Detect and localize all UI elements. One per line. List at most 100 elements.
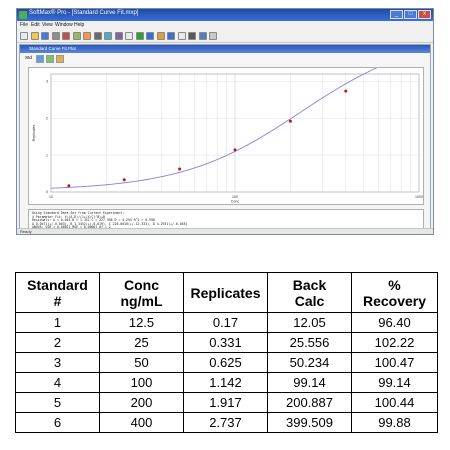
new-icon[interactable] xyxy=(20,32,28,40)
table-row: 1 12.5 0.17 12.05 96.40 xyxy=(15,312,438,333)
x-tick-label: 1000 xyxy=(415,195,423,199)
table-cell: 12.05 xyxy=(267,312,352,333)
column-header: Replicates xyxy=(183,272,268,313)
menu-file[interactable]: File xyxy=(20,22,29,28)
table-cell: 5 xyxy=(15,392,100,413)
table-cell: 1 xyxy=(15,312,100,333)
table-cell: 6 xyxy=(15,412,100,433)
table-cell: 200.887 xyxy=(267,392,352,413)
close-doc-icon[interactable] xyxy=(209,32,217,40)
table-cell: 99.88 xyxy=(351,412,438,433)
table-cell: 400 xyxy=(99,412,184,433)
fit-result-line-4: A 0.0471(+/-0.003), B 1.3452(+/-0.019), … xyxy=(32,221,188,226)
table-cell: 100.47 xyxy=(351,352,438,373)
chart-icon[interactable] xyxy=(104,32,112,40)
table-cell: 100.44 xyxy=(351,392,438,413)
close-button[interactable]: x xyxy=(418,10,431,19)
table-header-row: Standard # Conc ng/mL Replicates Back Calc% Rec… xyxy=(15,272,438,313)
table-row: 3 50 0.625 50.234 100.47 xyxy=(15,352,438,373)
save-icon[interactable] xyxy=(41,32,49,40)
status-bar: Ready xyxy=(17,228,433,234)
data-point xyxy=(122,178,126,182)
maximize-button[interactable]: □ xyxy=(404,10,417,19)
main-toolbar xyxy=(17,30,433,43)
plot-settings-icon[interactable] xyxy=(36,55,44,63)
table-cell: 12.5 xyxy=(99,312,184,333)
y-axis-label: Replicates xyxy=(32,124,36,141)
table-cell: 99.14 xyxy=(267,372,352,393)
menu-edit[interactable]: Edit xyxy=(31,22,40,28)
window-title: SoftMax® Pro - [Standard Curve Fit.mxp] xyxy=(29,10,139,16)
y-tick-label: 0 xyxy=(46,190,48,194)
table-row: 6 400 2.737 399.509 99.88 xyxy=(15,412,438,433)
fit-curve xyxy=(50,68,378,189)
table-cell: 25.556 xyxy=(267,332,352,353)
open-icon[interactable] xyxy=(30,32,39,40)
column-header: % Recovery xyxy=(351,272,438,313)
fit-result-line-1: Using Standard Data Set from Current Exp… xyxy=(32,211,125,215)
table-cell: 50.234 xyxy=(267,352,352,373)
fit-result-line-5: ANOVA: SSR = 0.00021 MSE = 0.00007 df = … xyxy=(32,225,111,229)
plot-window-title: Standard Curve Fit Plot xyxy=(29,46,76,51)
plot-export-icon[interactable] xyxy=(56,55,64,63)
window-icon[interactable] xyxy=(188,32,196,40)
menu-view[interactable]: View xyxy=(42,22,53,28)
minimize-button[interactable]: _ xyxy=(390,10,403,19)
cut-icon[interactable] xyxy=(62,32,70,40)
menu-window[interactable]: Window xyxy=(55,22,73,28)
table-cell: 99.14 xyxy=(351,372,438,393)
plot-toolbar: Std xyxy=(20,53,430,64)
title-bar[interactable]: SoftMax® Pro - [Standard Curve Fit.mxp] … xyxy=(17,9,433,21)
table-cell: 3 xyxy=(15,352,100,373)
x-tick-label: 100 xyxy=(232,195,238,199)
print-icon[interactable] xyxy=(51,32,60,40)
copy-icon[interactable] xyxy=(72,32,81,40)
table-cell: 0.625 xyxy=(183,352,268,373)
grid-icon[interactable] xyxy=(156,32,165,40)
table-cell: 2.737 xyxy=(183,412,268,433)
menu-help[interactable]: Help xyxy=(74,22,85,28)
table-cell: 4 xyxy=(15,372,100,393)
plot-window-title-bar[interactable]: Standard Curve Fit Plot xyxy=(20,45,430,53)
table-cell: 200 xyxy=(99,392,184,413)
data-point xyxy=(288,119,292,123)
fit-results-panel: Using Standard Data Set from Current Exp… xyxy=(28,209,424,229)
table-cell: 2 xyxy=(15,332,100,353)
settings-icon[interactable] xyxy=(125,32,133,40)
plot-window: Standard Curve Fit Plot Std 10 100 1000 0 1 2… xyxy=(19,44,431,230)
app-logo-icon xyxy=(19,11,27,19)
application-window: SoftMax® Pro - [Standard Curve Fit.mxp] … xyxy=(16,8,434,235)
info-icon[interactable] xyxy=(167,32,175,40)
plot-refresh-icon[interactable] xyxy=(46,55,54,63)
export-icon[interactable] xyxy=(198,32,207,40)
menu-bar: File Edit View Window Help xyxy=(17,21,433,30)
refresh-icon[interactable] xyxy=(177,32,186,40)
standard-curve-plot: 10 100 1000 0 1 2 3 Conc Replicates xyxy=(28,67,424,205)
table-cell: 102.22 xyxy=(351,332,438,353)
table-row: 5 200 1.917 200.887 100.44 xyxy=(15,392,438,413)
recovery-table: Standard # Conc ng/mL Replicates Back Calc% Rec… xyxy=(15,272,438,433)
y-tick-label: 2 xyxy=(46,116,48,120)
fit-result-line-2: 4 Parameter Fit: Y=(A-D)/(1+(X/C)^B)+D xyxy=(32,214,105,219)
data-point xyxy=(233,148,237,152)
table-cell: 399.509 xyxy=(267,412,352,433)
undo-icon[interactable] xyxy=(93,32,102,40)
column-header: Standard # xyxy=(15,272,100,313)
table-cell: 50 xyxy=(99,352,184,373)
data-point xyxy=(344,89,348,93)
column-header: Back Calc xyxy=(267,272,352,313)
table-icon[interactable] xyxy=(114,32,123,40)
table-cell: 1.142 xyxy=(183,372,268,393)
column-header: Conc ng/mL xyxy=(99,272,184,313)
table-cell: 0.17 xyxy=(183,312,268,333)
table-cell: 25 xyxy=(99,332,184,353)
zoom-icon[interactable] xyxy=(135,32,144,40)
table-row: 2 25 0.331 25.556 102.22 xyxy=(15,332,438,353)
paste-icon[interactable] xyxy=(83,32,91,40)
table-cell: 100 xyxy=(99,372,184,393)
table-body: 1 12.5 0.17 12.05 96.40 2 25 0.331 25.556 102.22 3… xyxy=(15,312,438,433)
data-point xyxy=(67,184,71,188)
help-icon[interactable] xyxy=(146,32,154,40)
table-cell: 96.40 xyxy=(351,312,438,333)
data-point xyxy=(178,167,182,171)
